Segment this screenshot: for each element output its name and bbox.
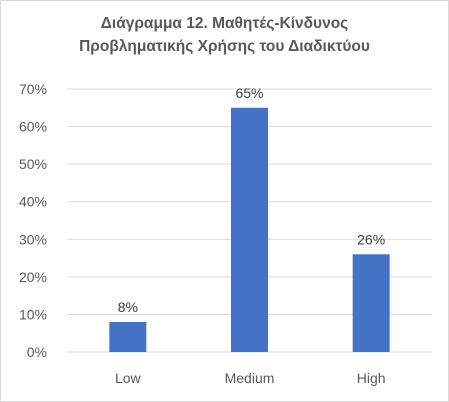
data-label: 26% (357, 231, 385, 247)
y-tick-label: 70% (19, 81, 47, 97)
bar (231, 107, 268, 353)
chart-title-line-1: Διάγραμμα 12. Μαθητές-Κίνδυνος (100, 15, 349, 32)
chart-title: Διάγραμμα 12. Μαθητές-Κίνδυνος Προβληματ… (0, 12, 449, 58)
y-tick-label: 30% (19, 231, 47, 247)
y-tick-label: 0% (27, 344, 47, 360)
y-tick-label: 20% (19, 269, 47, 285)
y-tick-label: 50% (19, 156, 47, 172)
y-tick-label: 40% (19, 194, 47, 210)
data-label: 8% (118, 299, 138, 315)
data-label: 65% (235, 85, 263, 101)
x-tick-label: Medium (225, 370, 275, 386)
y-tick-label: 10% (19, 306, 47, 322)
bar (109, 321, 147, 352)
bar (352, 254, 390, 352)
chart-title-line-2: Προβληματικής Χρήσης του Διαδικτύου (79, 38, 370, 55)
x-tick-label: Low (115, 370, 142, 386)
y-tick-label: 60% (19, 119, 47, 135)
x-tick-label: High (357, 370, 386, 386)
